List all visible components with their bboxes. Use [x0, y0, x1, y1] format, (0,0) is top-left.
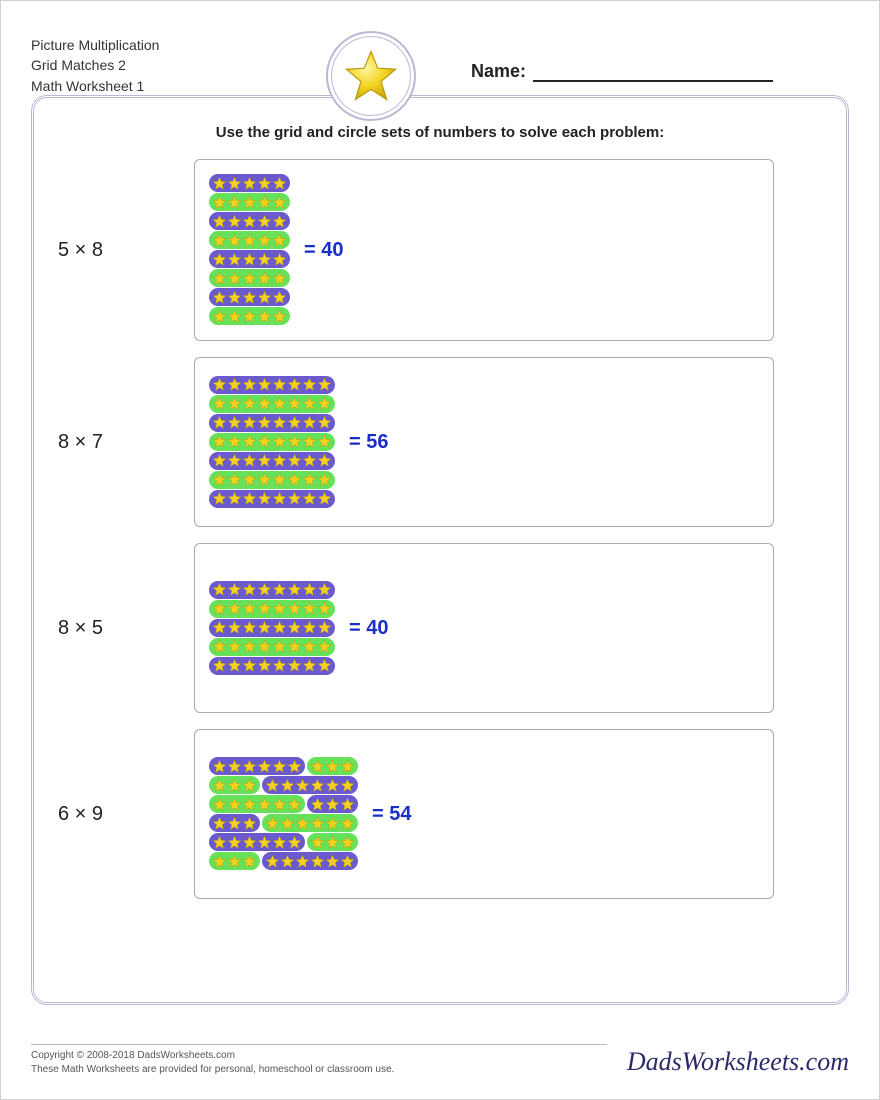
name-field: Name: [451, 31, 849, 82]
equation-text: 8 × 7 [54, 431, 194, 454]
answer-text: = 40 [349, 617, 388, 640]
problems-container: 5 × 8 [54, 159, 826, 899]
instruction-text: Use the grid and circle sets of numbers … [54, 124, 826, 141]
star-grid-box: = 56 [194, 357, 774, 527]
header-title-block: Picture Multiplication Grid Matches 2 Ma… [31, 31, 291, 96]
star-grid-box: = 54 [194, 729, 774, 899]
footer-text: Copyright © 2008-2018 DadsWorksheets.com… [31, 1044, 607, 1077]
footer-copyright: Copyright © 2008-2018 DadsWorksheets.com [31, 1049, 607, 1063]
problem-row: 8 × 7 [54, 357, 826, 527]
answer-text: = 54 [372, 803, 411, 826]
name-input-line[interactable] [533, 80, 773, 82]
answer-text: = 40 [304, 239, 343, 262]
worksheet-page: Picture Multiplication Grid Matches 2 Ma… [0, 0, 880, 1100]
content-frame: Use the grid and circle sets of numbers … [31, 95, 849, 1005]
answer-text: = 56 [349, 431, 388, 454]
star-grid-box: = 40 [194, 159, 774, 341]
footer-brand: DadsWorksheets.com [607, 1047, 849, 1077]
star-grid-box: = 40 [194, 543, 774, 713]
problem-row: 8 × 5 [54, 543, 826, 713]
problem-row: 6 × 9 [54, 729, 826, 899]
name-label: Name: [471, 61, 526, 81]
title-line1: Picture Multiplication [31, 35, 291, 55]
equation-text: 6 × 9 [54, 803, 194, 826]
problem-row: 5 × 8 [54, 159, 826, 341]
footer-notice: These Math Worksheets are provided for p… [31, 1063, 607, 1077]
star-icon [343, 48, 399, 104]
footer: Copyright © 2008-2018 DadsWorksheets.com… [31, 1044, 849, 1077]
equation-text: 5 × 8 [54, 239, 194, 262]
title-line2: Grid Matches 2 [31, 55, 291, 75]
equation-text: 8 × 5 [54, 617, 194, 640]
title-line3: Math Worksheet 1 [31, 76, 291, 96]
